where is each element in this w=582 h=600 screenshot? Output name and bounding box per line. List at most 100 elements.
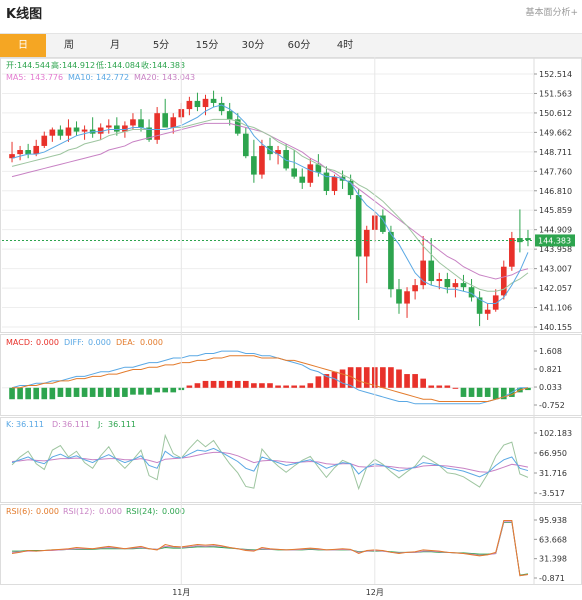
candle-body	[525, 238, 531, 241]
macd-bar	[468, 387, 475, 397]
ma10-line	[11, 118, 529, 292]
macd-bar	[484, 387, 491, 397]
ma-label: MA5:	[6, 73, 26, 82]
macd-bar	[25, 387, 31, 400]
macd-bar	[347, 367, 354, 388]
candle-body	[17, 150, 23, 155]
macd-bar	[436, 385, 443, 388]
macd-bar	[259, 383, 265, 388]
macd-bar	[452, 387, 459, 389]
macd-diff-line	[11, 350, 528, 405]
macd-bar	[363, 367, 370, 388]
macd-dea-line	[12, 355, 529, 403]
ma-label: MA10:	[68, 73, 93, 82]
candle-body	[492, 295, 499, 310]
period-tabs: 日 周 月 5分 15分 30分 60分 4时	[0, 33, 582, 59]
tab-5[interactable]: 30分	[241, 40, 265, 51]
price-axis-label: 140.155	[539, 323, 572, 332]
rsi-label: RSI(24):	[126, 507, 158, 516]
candle-body	[275, 150, 281, 155]
macd-bar	[412, 374, 418, 388]
price-axis-label: 151.563	[539, 89, 572, 98]
rsi-value: 0.000	[36, 507, 59, 516]
macd-bar	[242, 380, 249, 388]
macd-bar	[210, 380, 217, 388]
macd-axis-label: 0.821	[539, 365, 562, 374]
tab-2[interactable]: 月	[110, 40, 120, 51]
macd-bar	[9, 387, 15, 400]
macd-bar	[49, 387, 56, 400]
candle-body	[291, 168, 298, 177]
candle-body	[347, 180, 354, 196]
ohlc-label: 开:	[6, 61, 17, 70]
panel-rsi	[0, 504, 582, 585]
macd-bar	[323, 374, 330, 388]
macd-bar	[226, 380, 233, 388]
candle-body	[380, 215, 386, 232]
kdj-value: 36.111	[16, 420, 44, 429]
price-axis-label: 143.007	[539, 265, 572, 274]
macd-value: 0.000	[88, 338, 111, 347]
candle-body	[122, 125, 128, 132]
ma-value: 143.043	[162, 73, 195, 82]
ohlc-label: 低:	[96, 60, 107, 70]
kdj-axis-label: 31.716	[539, 469, 567, 478]
candle-body	[218, 102, 225, 112]
rsi-value: 0.000	[99, 507, 122, 516]
tab-1[interactable]: 周	[64, 40, 74, 51]
candle-body	[73, 127, 80, 132]
macd-bar	[73, 387, 80, 397]
ma-label: MA20:	[134, 73, 159, 82]
candle-body	[259, 145, 265, 175]
macd-bar	[114, 387, 120, 397]
macd-bar	[396, 369, 402, 388]
candle-body	[331, 176, 338, 191]
ohlc-value: 144.084	[107, 61, 140, 70]
candle-body	[452, 283, 459, 288]
price-axis-label: 145.859	[539, 206, 572, 215]
candle-body	[202, 98, 209, 108]
candle-body	[226, 111, 233, 120]
macd-bar	[428, 385, 435, 388]
candle-body	[283, 150, 289, 169]
candle-body	[33, 145, 40, 155]
candle-body	[186, 100, 193, 110]
candle-body	[476, 297, 483, 314]
price-axis-label: 144.909	[539, 226, 572, 235]
x-axis-label: 12月	[366, 588, 384, 597]
candle-body	[500, 266, 507, 296]
macd-bar	[251, 383, 257, 388]
kdj-d-line	[11, 451, 529, 473]
candle-body	[114, 125, 120, 132]
rsi-axis-label: 63.668	[539, 535, 567, 544]
candle-body	[468, 287, 475, 298]
tab-7[interactable]: 4时	[336, 40, 354, 51]
macd-bar	[525, 387, 531, 391]
rsi-axis-label: -0.871	[539, 574, 565, 583]
macd-bar	[380, 367, 386, 388]
kdj-axis-label: -3.517	[539, 489, 565, 498]
macd-bar	[57, 387, 64, 397]
kdj-label: J:	[97, 420, 103, 429]
tab-4[interactable]: 15分	[195, 40, 219, 51]
candle-body	[9, 154, 15, 159]
macd-bar	[331, 371, 338, 388]
macd-bar	[218, 380, 225, 388]
fundamental-analysis-link[interactable]: 基本面分析+	[525, 8, 578, 18]
kdj-label: K:	[6, 420, 14, 429]
macd-bar	[33, 387, 40, 400]
price-axis-label: 146.810	[539, 187, 572, 196]
price-axis-label: 150.612	[539, 109, 572, 118]
price-axis-label: 147.760	[539, 167, 572, 176]
tab-6[interactable]: 60分	[287, 40, 311, 51]
macd-bar	[339, 369, 346, 388]
macd-bar	[170, 387, 177, 393]
price-axis-label: 148.711	[539, 148, 572, 157]
rsi-label: RSI(6):	[6, 507, 33, 516]
tab-3[interactable]: 5分	[152, 40, 170, 51]
tab-0[interactable]: 日	[0, 34, 46, 58]
macd-bar	[492, 387, 499, 400]
macd-value: 0.000	[36, 338, 59, 347]
ohlc-value: 144.544	[17, 61, 50, 70]
page-title: K线图	[6, 7, 43, 22]
